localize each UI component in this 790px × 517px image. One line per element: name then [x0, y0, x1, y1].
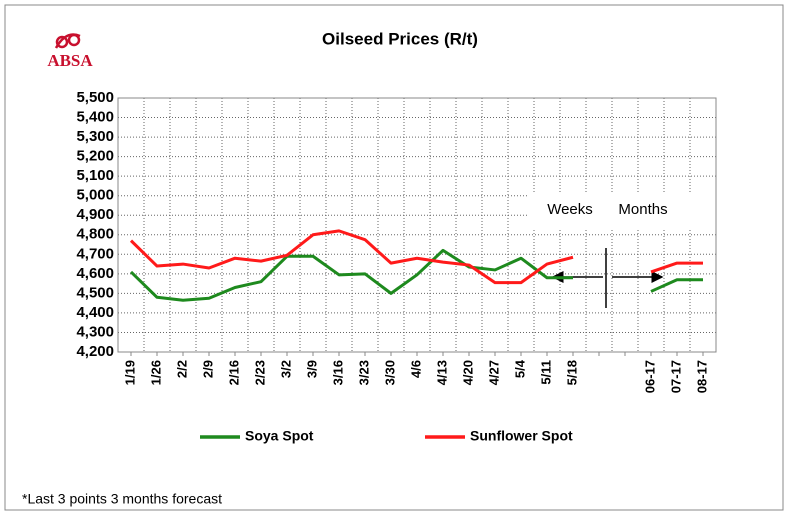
- y-tick-label: 4,500: [76, 284, 114, 301]
- x-tick-label: 1/19: [122, 360, 137, 385]
- x-tick-label: 2/23: [252, 360, 267, 385]
- x-tick-label: 4/6: [408, 360, 423, 378]
- annotation-box: [528, 192, 716, 230]
- x-tick-label: 1/26: [148, 360, 163, 385]
- chart-title: Oilseed Prices (R/t): [322, 29, 478, 48]
- y-tick-label: 4,300: [76, 323, 114, 340]
- y-tick-label: 5,000: [76, 187, 114, 204]
- x-tick-label: 4/20: [460, 360, 475, 385]
- legend-label: Soya Spot: [245, 428, 314, 444]
- footnote: *Last 3 points 3 months forecast: [22, 491, 222, 507]
- y-tick-label: 5,200: [76, 148, 114, 165]
- frame: [4, 4, 784, 511]
- annotation: Weeks: [547, 201, 593, 218]
- logo-icon: [54, 33, 81, 49]
- x-tick-label: 2/16: [226, 360, 241, 385]
- x-tick-label: 3/2: [278, 360, 293, 378]
- x-tick-label: 5/11: [538, 360, 553, 385]
- x-tick-label: 2/9: [200, 360, 215, 378]
- y-tick-label: 4,800: [76, 226, 114, 243]
- x-tick-label: 3/9: [304, 360, 319, 378]
- annotation: Months: [618, 201, 667, 218]
- y-tick-label: 5,500: [76, 89, 114, 106]
- x-tick-label: 4/27: [486, 360, 501, 385]
- legend-label: Sunflower Spot: [470, 428, 573, 444]
- y-tick-label: 5,100: [76, 167, 114, 184]
- logo-text: ABSA: [47, 51, 93, 70]
- y-tick-label: 4,400: [76, 304, 114, 321]
- x-tick-label: 08-17: [694, 360, 709, 393]
- y-tick-label: 5,400: [76, 109, 114, 126]
- x-tick-label: 07-17: [668, 360, 683, 393]
- x-tick-label: 06-17: [642, 360, 657, 393]
- y-tick-label: 4,900: [76, 206, 114, 223]
- x-tick-label: 3/23: [356, 360, 371, 385]
- y-tick-label: 4,700: [76, 245, 114, 262]
- y-tick-label: 5,300: [76, 128, 114, 145]
- y-tick-label: 4,200: [76, 343, 114, 360]
- x-tick-label: 3/30: [382, 360, 397, 385]
- x-tick-label: 5/18: [564, 360, 579, 385]
- x-tick-label: 4/13: [434, 360, 449, 385]
- x-tick-label: 2/2: [174, 360, 189, 378]
- y-tick-label: 4,600: [76, 265, 114, 282]
- line-series: [129, 229, 703, 285]
- x-tick-label: 5/4: [512, 359, 527, 378]
- x-tick-label: 3/16: [330, 360, 345, 385]
- line-series: [129, 248, 703, 302]
